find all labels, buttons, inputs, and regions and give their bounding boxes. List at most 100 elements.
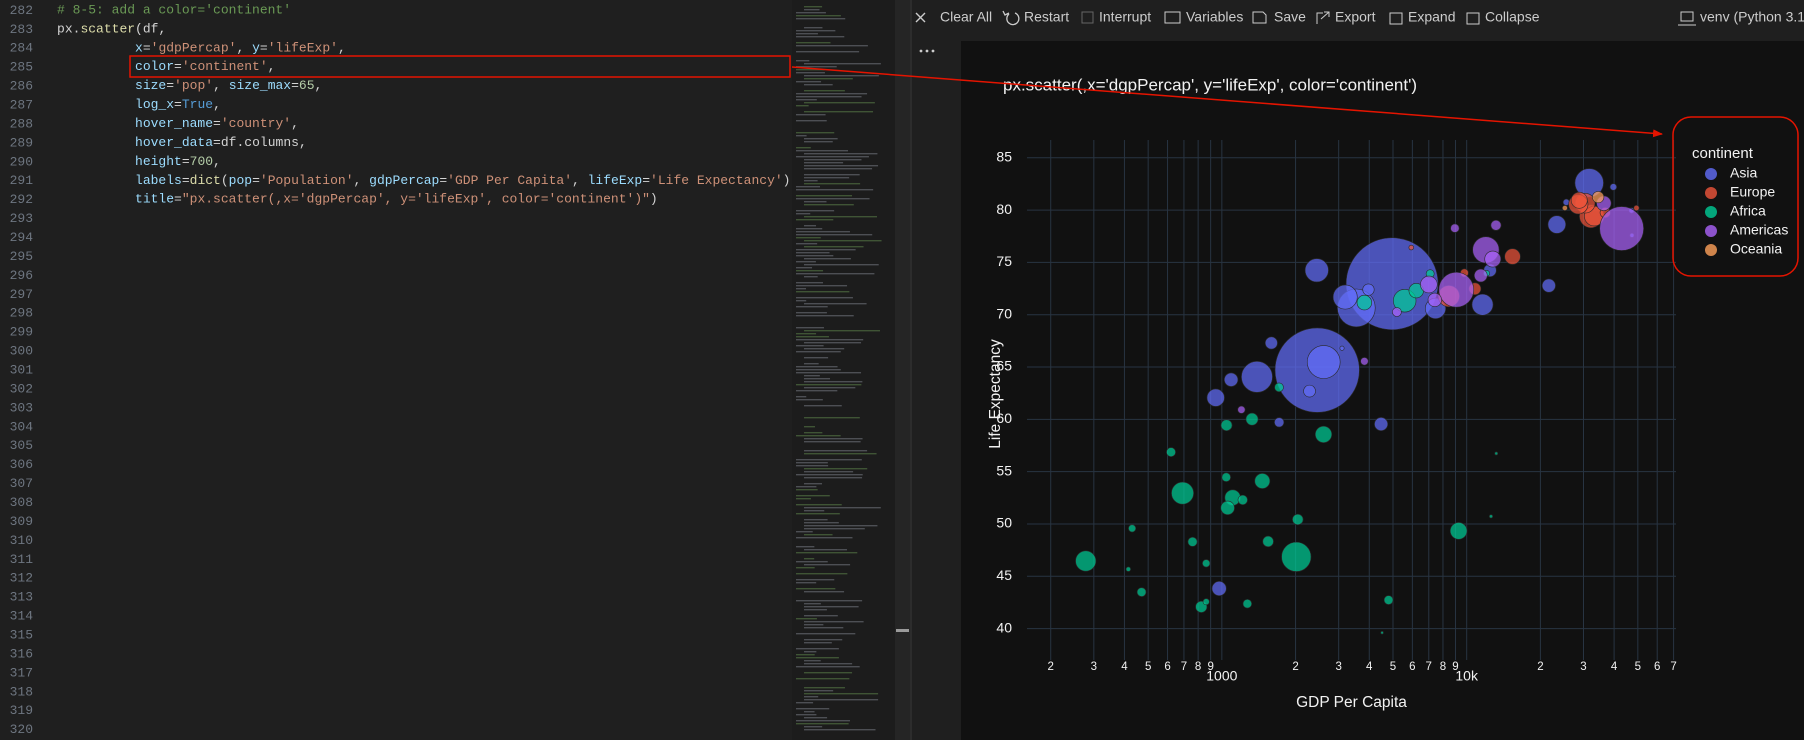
code-token [57,135,135,150]
legend-marker[interactable] [1705,244,1717,256]
code-token: , [236,41,244,56]
code-line: hover_name='country', [57,116,299,131]
toolbar-button[interactable]: Export [1335,9,1376,25]
cell-menu-dot[interactable] [925,49,929,53]
minimap-line [796,582,817,584]
minimap-line [804,690,834,692]
legend-entry[interactable]: Oceania [1730,241,1782,257]
minimap-line [796,249,856,251]
legend-entry[interactable]: Africa [1730,203,1766,219]
code-line: labels=dict(pop='Population', gdpPercap=… [57,173,790,188]
cell-menu-dot[interactable] [919,49,923,53]
minimap-line [796,72,825,74]
minimap-line [796,135,807,137]
toolbar-button[interactable]: Collapse [1485,9,1540,25]
minimap-line [804,168,873,170]
toolbar-button[interactable]: Clear All [940,9,992,25]
line-number: 296 [10,268,33,283]
code-token [57,60,135,75]
code-token: hover_name [135,116,213,131]
minimap-line [796,351,841,353]
code-token: , [315,79,323,94]
minimap-line [804,357,829,359]
minimap-line [804,276,818,278]
minimap-line [796,270,824,272]
line-number: 312 [10,571,33,586]
line-number: 294 [10,230,34,245]
minimap-line [796,369,841,371]
minimap-line [804,174,860,176]
toolbar-button[interactable]: Restart [1024,9,1069,25]
minimap-line [804,525,878,527]
code-token: , [213,154,221,169]
legend-entry[interactable]: Europe [1730,184,1775,200]
code-token [57,116,135,131]
minimap-line [804,510,825,512]
code-line: color='continent', [57,60,275,75]
code-token: 'lifeExp' [268,41,338,56]
minimap-line [804,726,823,728]
code-token: n [283,135,291,150]
minimap-line [804,519,828,521]
minimap-line [804,651,817,653]
bubble [1166,447,1176,457]
toolbar-button[interactable]: Interrupt [1099,9,1151,25]
chart-title: px.scatter(,x='dgpPercap', y='lifeExp', … [1003,75,1417,94]
kernel-picker[interactable]: venv (Python 3.11. [1700,9,1804,25]
code-token [57,41,135,56]
code-token: d [143,22,151,37]
bubble [1592,191,1605,204]
bubble [1262,535,1274,548]
line-number: 317 [10,665,33,680]
legend-marker[interactable] [1705,168,1717,180]
minimap-line [796,474,863,476]
legend-marker[interactable] [1705,206,1717,218]
minimap-line [796,552,858,554]
y-tick-label: 45 [996,567,1012,583]
minimap-line [804,558,815,560]
code-token: = [439,173,447,188]
legend-marker[interactable] [1705,187,1717,199]
bubble [1306,345,1341,379]
line-number: 302 [10,381,33,396]
legend-entry[interactable]: Americas [1730,222,1788,238]
bubble [1383,595,1394,605]
code-token: ( [135,22,143,37]
line-number: 309 [10,514,33,529]
bubble [1281,541,1312,572]
legend-entry[interactable]: Asia [1730,165,1757,181]
minimap-line [804,84,833,86]
toolbar-button[interactable]: Expand [1408,9,1455,25]
minimap-line [804,153,878,155]
code-token: 'GDP Per Capita' [447,173,572,188]
bubble [1224,372,1239,387]
code-token: m [276,135,284,150]
minimap-line [804,387,856,389]
minimap-line [804,549,847,551]
minimap-line [804,201,827,203]
minimap-line [804,246,864,248]
minimap-line [796,120,827,122]
x-tick-label: 6 [1654,661,1660,673]
legend-marker[interactable] [1705,225,1717,237]
code-token [57,173,135,188]
minimap-line [796,567,815,569]
cell-menu-dot[interactable] [931,49,935,53]
y-tick-label: 75 [996,253,1012,269]
x-tick-label: 5 [1390,661,1396,673]
x-tick-label: 4 [1611,661,1618,673]
toolbar-button[interactable]: Save [1274,9,1306,25]
minimap-line [804,138,838,140]
minimap-line [796,198,870,200]
minimap-line [804,102,875,104]
minimap-line [796,462,828,464]
minimap-line [796,399,823,401]
minimap-line [804,642,832,644]
minimap-lines [796,6,882,731]
code-token: ) [783,173,791,188]
toolbar-button[interactable]: Variables [1186,9,1243,25]
bubble [1450,223,1460,233]
code-token: = [174,97,182,112]
minimap-line [804,264,879,266]
